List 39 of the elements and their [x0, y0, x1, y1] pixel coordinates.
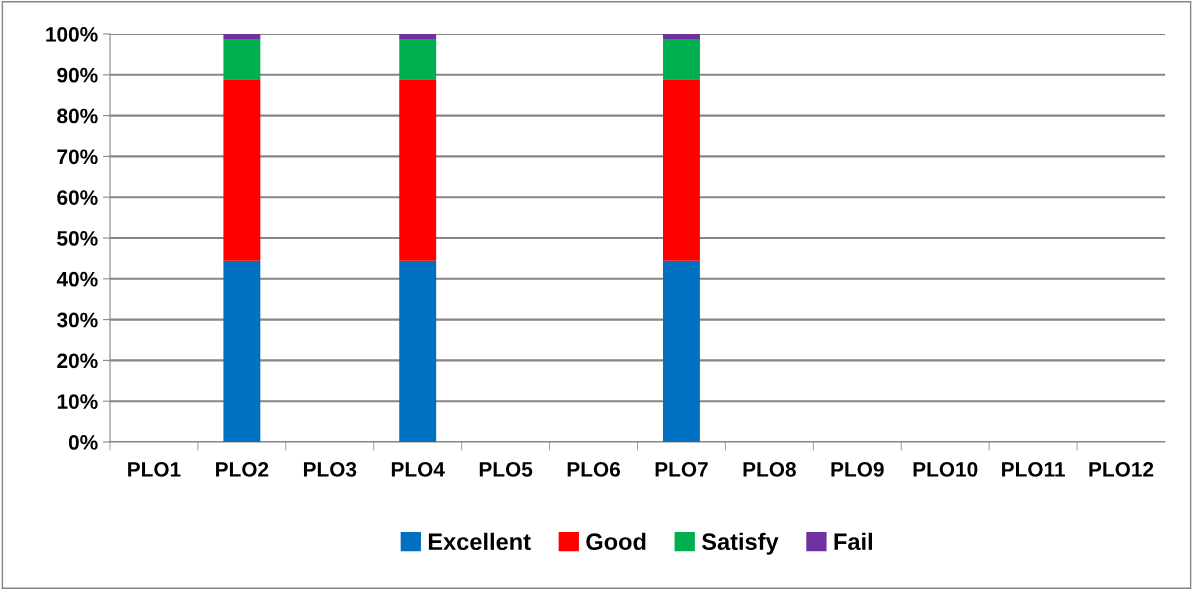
y-tick-label: 30% [56, 312, 98, 328]
y-tick-label: 70% [57, 149, 98, 165]
x-tick-label: PLO10 [913, 461, 978, 477]
x-tick-label: PLO2 [216, 461, 269, 477]
y-tick-label: 20% [57, 353, 98, 369]
legend-label: Good [586, 532, 646, 551]
bar [399, 39, 437, 80]
x-tick-label: PLO12 [1089, 461, 1154, 477]
bar [223, 260, 261, 442]
bar [223, 34, 261, 40]
bar [663, 39, 700, 80]
bar [663, 79, 700, 261]
y-tick-label: 90% [57, 67, 98, 83]
x-tick-label: PLO3 [303, 461, 357, 477]
x-tick-label: PLO7 [655, 461, 708, 477]
y-tick-label: 60% [57, 190, 98, 205]
x-tick-label: PLO8 [743, 461, 796, 477]
y-tick-label: 50% [57, 231, 98, 246]
x-tick-label: PLO9 [831, 461, 884, 477]
bar [223, 79, 261, 261]
x-tick-label: PLO11 [1002, 461, 1065, 477]
x-tick-label: PLO4 [391, 461, 445, 477]
bar [399, 260, 437, 442]
legend-label: Satisfy [701, 532, 779, 555]
x-tick-label: PLO6 [567, 461, 620, 477]
bar [399, 34, 437, 40]
y-tick-label: 100% [46, 27, 98, 42]
y-tick-label: 0% [68, 435, 98, 450]
bar [399, 79, 437, 261]
legend-label: Excellent [428, 532, 531, 551]
x-tick-label: PLO5 [479, 461, 533, 477]
y-tick-label: 80% [57, 108, 98, 124]
y-tick-label: 40% [56, 271, 98, 287]
y-tick-label: 10% [57, 394, 98, 409]
x-tick-label: PLO1 [128, 461, 181, 477]
legend-label: Fail [834, 532, 872, 551]
bar [223, 39, 261, 80]
bar [663, 34, 700, 40]
bar [663, 260, 700, 442]
